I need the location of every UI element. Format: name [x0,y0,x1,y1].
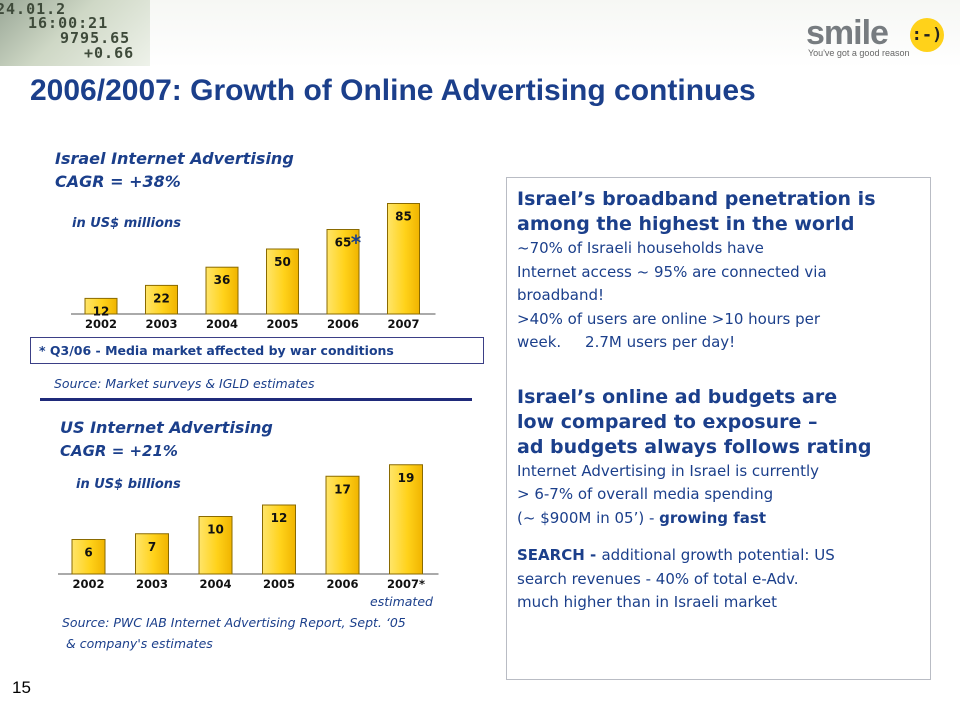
logo-wordmark: smile [806,14,889,52]
israel-category-label: 2002 [85,317,117,331]
us-source-line-1: Source: PWC IAB Internet Advertising Rep… [62,615,406,630]
search-label: SEARCH - [517,546,602,564]
us-bar-2005 [262,504,296,575]
us-bar-2006 [325,475,360,575]
broadband-text-line: >40% of users are online >10 hours per [517,309,821,328]
israel-value-label: 36 [214,273,231,287]
broadband-heading-line: among the highest in the world [517,213,855,235]
search-text-line: SEARCH - additional growth potential: US [517,544,930,568]
israel-category-label: 2004 [206,317,238,331]
israel-category-label: 2003 [145,317,177,331]
us-value-label: 10 [207,523,224,537]
search-text-line: search revenues - 40% of total e-Adv. [517,569,799,588]
israel-unit-label: in US$ millions [72,216,182,231]
budget-text-line: Internet Advertising in Israel is curren… [517,461,820,480]
israel-value-label: 85 [395,210,412,224]
broadband-text-line: broadband! [517,286,605,304]
us-value-label: 17 [334,482,351,496]
us-bar-2003 [135,533,169,575]
us-chart-title: US Internet Advertising [60,418,273,437]
us-bar-2002 [71,539,106,575]
growing-fast-text: growing fast [659,508,766,527]
ticker-line: 9795.65 [60,29,131,47]
us-cagr: CAGR = +21% [60,442,178,460]
israel-value-label: 12 [93,304,110,318]
budget-text-line: (~ $900M in 05’) - growing fast [517,507,930,531]
us-value-label: 6 [84,546,92,560]
search-text-line: much higher than in Israeli market [517,593,777,611]
ticker-line: 16:00:21 [28,14,109,32]
israel-bar-2005 [266,248,299,315]
estimated-label: estimated [370,594,433,609]
budget-text-part: (~ $900M in 05’) - [517,508,660,527]
budget-heading-line: ad budgets always follows rating [517,435,872,458]
broadband-heading-line: Israel’s broadband penetration is [517,188,876,210]
israel-value-label: 65 [335,236,352,250]
us-category-label: 2006 [326,577,358,591]
war-conditions-note: * Q3/06 - Media market affected by war c… [30,337,484,364]
us-category-label: 2004 [199,577,231,591]
page-number: 15 [12,678,31,697]
us-source-line-2: & company's estimates [66,636,213,651]
israel-source: Source: Market surveys & IGLD estimates [54,376,315,391]
broadband-text-line: week. 2.7M users per day! [517,333,736,351]
israel-bar-2004 [205,266,239,315]
slide-title: 2006/2007: Growth of Online Advertising … [30,74,756,107]
israel-cagr: CAGR = +38% [55,172,181,191]
israel-chart-title: Israel Internet Advertising [55,149,294,168]
israel-asterisk-marker: * [351,231,362,255]
smile-logo: smile :-) You've got a good reason [806,14,946,60]
israel-bar-2007 [387,203,420,315]
us-value-label: 7 [148,540,156,554]
israel-bar-2006 [326,229,360,315]
us-category-label: 2003 [136,577,168,591]
smiley-icon: :-) [910,18,944,52]
search-text-part: additional growth potential: US [601,546,835,564]
us-category-label: 2007* [387,577,425,591]
us-value-label: 19 [398,471,415,485]
ticker-line: +0.66 [84,44,135,62]
israel-bar-2002 [84,297,118,315]
stock-ticker-image: 24.01.2 16:00:21 9795.65 +0.66 [0,0,150,66]
budget-heading-line: low compared to exposure – [517,410,818,433]
israel-value-label: 50 [274,255,291,269]
israel-value-label: 22 [153,291,170,305]
israel-category-label: 2006 [327,317,359,331]
broadband-text-line: Internet access ~ 95% are connected via [517,262,827,281]
us-value-label: 12 [271,511,288,525]
logo-tagline: You've got a good reason [808,48,910,58]
budget-heading-line: Israel’s online ad budgets are [517,385,838,408]
israel-bar-2003 [145,284,178,315]
israel-category-label: 2007 [387,317,419,331]
us-category-label: 2002 [72,577,104,591]
broadband-text-line: ~70% of Israeli households have [517,239,764,257]
budget-text-line: > 6-7% of overall media spending [517,485,774,503]
section-divider [40,398,472,401]
israel-category-label: 2005 [266,317,298,331]
us-unit-label: in US$ billions [76,477,181,492]
us-bar-2004 [198,516,233,575]
info-panel: Israel’s broadband penetration is among … [506,177,931,680]
us-bar-2007* [389,464,423,575]
us-category-label: 2005 [263,577,295,591]
ticker-line: 24.01.2 [0,0,67,18]
header-bar: 24.01.2 16:00:21 9795.65 +0.66 smile :-)… [0,0,960,68]
